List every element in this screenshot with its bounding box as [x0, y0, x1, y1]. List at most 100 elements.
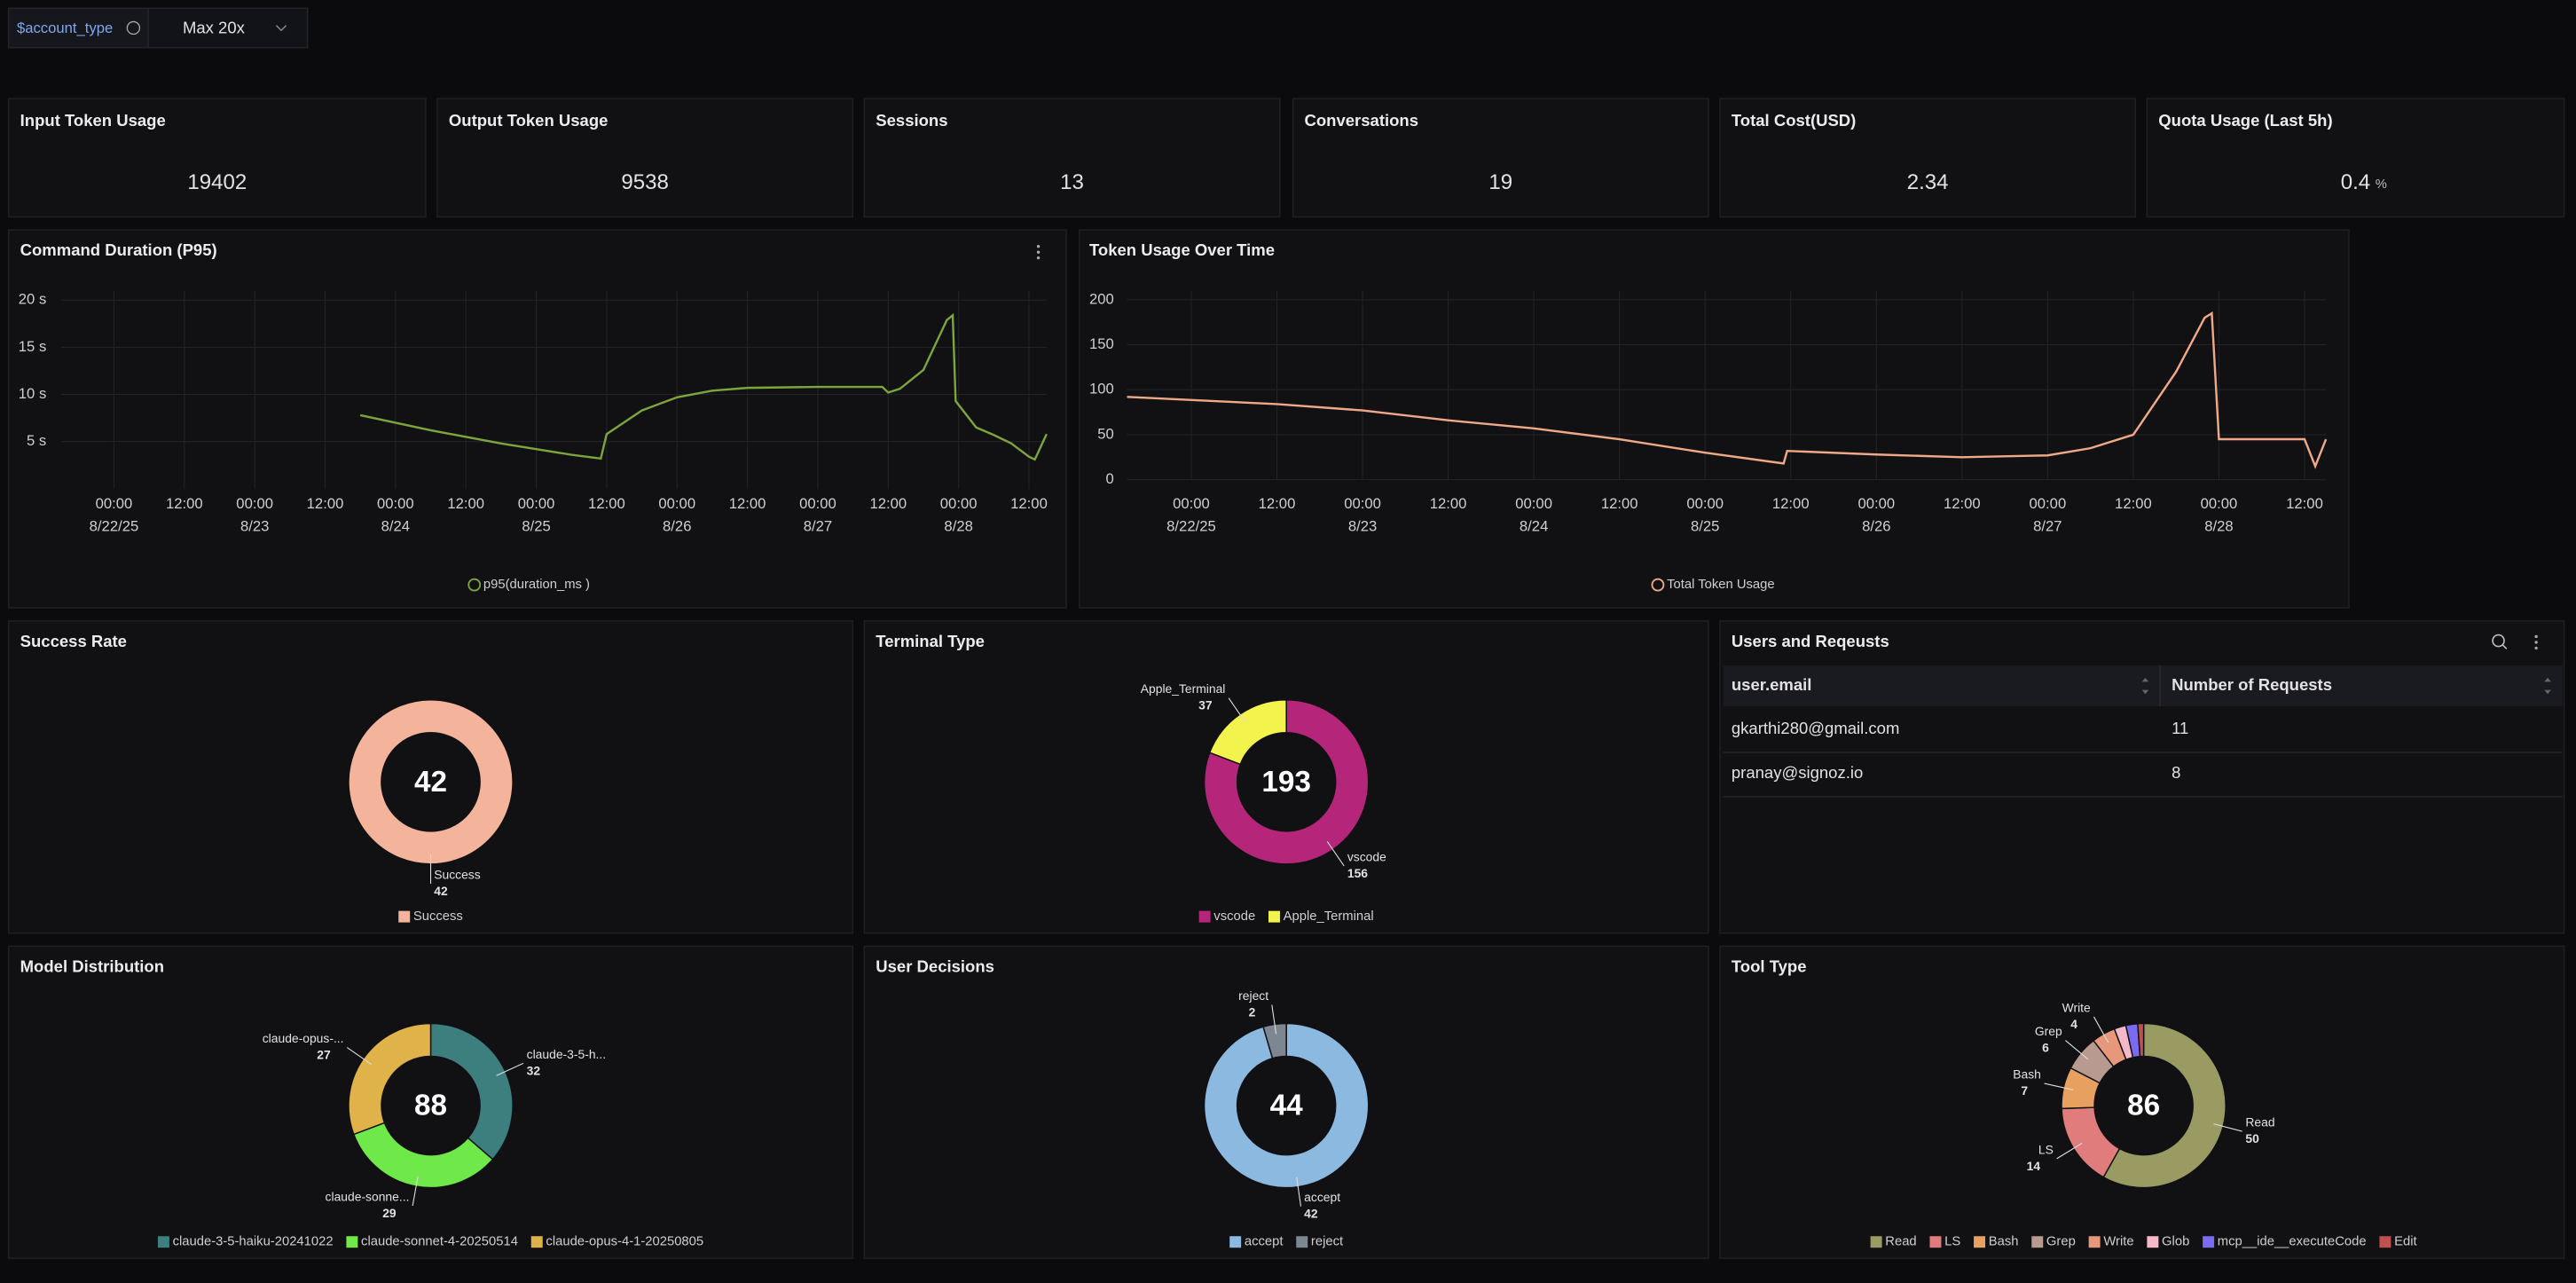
slice-label: accept: [1304, 1190, 1340, 1204]
slice-label: reject: [1238, 988, 1268, 1003]
slice-value: 6: [2042, 1041, 2049, 1055]
slice-label: vscode: [1347, 849, 1386, 863]
legend-label: Glob: [2162, 1235, 2189, 1249]
legend: Read LS Bash Grep Write Glob mcp__ide__execute…: [1870, 1235, 2417, 1249]
legend: vscode Apple_Terminal: [1198, 909, 1374, 924]
legend-label: claude-sonnet-4-20250514: [361, 1235, 518, 1249]
panel: [7, 229, 1067, 609]
stat-value: 19: [1488, 170, 1512, 194]
label-leader: [2044, 1082, 2074, 1090]
legend-marker[interactable]: [1651, 578, 1665, 592]
stat-value: 0.4: [2341, 170, 2370, 194]
pie-slice[interactable]: [2137, 1022, 2145, 1058]
pie-slice[interactable]: [352, 1122, 494, 1189]
slice-value: 42: [1304, 1207, 1318, 1221]
legend-marker[interactable]: [157, 1236, 169, 1248]
y-tick-label: 0: [1105, 470, 1113, 487]
table-cell: 11: [2172, 719, 2188, 737]
legend-marker[interactable]: [1268, 910, 1280, 923]
y-tick-label: 200: [1089, 290, 1114, 307]
legend-label: Success: [413, 909, 463, 924]
pie-slice[interactable]: [1203, 698, 1370, 865]
legend-marker[interactable]: [346, 1236, 358, 1248]
x-tick-label: 00:00: [2030, 495, 2067, 512]
pie-slice[interactable]: [348, 1022, 432, 1136]
legend-marker[interactable]: [2147, 1236, 2159, 1248]
label-leader: [1271, 1004, 1277, 1035]
legend: accept reject: [1229, 1235, 1343, 1249]
legend-marker[interactable]: [2203, 1236, 2215, 1248]
y-tick-label: 20 s: [19, 291, 46, 308]
chevron: [275, 25, 287, 32]
panel: [1719, 98, 2137, 218]
variable-label: $account_type: [17, 20, 113, 36]
legend-marker[interactable]: [1870, 1236, 1882, 1248]
legend-label: reject: [1311, 1235, 1343, 1249]
slice-label: Write: [2062, 1000, 2091, 1014]
panel: [7, 98, 427, 218]
slice-value: 2: [1249, 1004, 1256, 1019]
stat-value: 2.34: [1907, 170, 1949, 194]
legend-label: LS: [1944, 1235, 1960, 1249]
label-leader: [412, 1177, 419, 1207]
panel-title: Sessions: [876, 111, 947, 130]
x-tick-label: 8/27: [804, 518, 832, 535]
x-tick-label: 8/23: [240, 518, 269, 535]
x-tick-label: 12:00: [166, 495, 203, 512]
column-header[interactable]: user.email: [1732, 675, 1812, 694]
table-cell: 8: [2172, 763, 2180, 782]
slice-value: 42: [434, 884, 448, 898]
legend-label: claude-3-5-haiku-20241022: [173, 1235, 334, 1249]
x-tick-label: 00:00: [96, 495, 133, 512]
column-header[interactable]: Number of Requests: [2172, 675, 2332, 694]
variable-select[interactable]: [147, 7, 309, 49]
legend-marker[interactable]: [1296, 1236, 1308, 1248]
stat-value: 19402: [187, 170, 247, 194]
x-tick-label: 12:00: [447, 495, 484, 512]
legend-marker[interactable]: [2379, 1236, 2391, 1248]
label-leader: [2065, 1040, 2089, 1060]
legend-marker[interactable]: [2031, 1236, 2044, 1248]
legend-label: Read: [1885, 1235, 1916, 1249]
x-tick-label: 12:00: [1944, 495, 1981, 512]
legend-marker[interactable]: [1974, 1236, 1986, 1248]
panel: [863, 98, 1281, 218]
sort-icon[interactable]: [2544, 677, 2551, 695]
panel-title: Total Cost(USD): [1732, 111, 1856, 130]
legend-marker[interactable]: [467, 578, 482, 592]
info-icon[interactable]: [126, 20, 141, 35]
pie-slice[interactable]: [1262, 1022, 1287, 1059]
pie-slice[interactable]: [1203, 1022, 1370, 1189]
legend-marker[interactable]: [530, 1236, 543, 1248]
legend-marker[interactable]: [1229, 1236, 1242, 1248]
menu-icon[interactable]: [1036, 245, 1041, 260]
legend-marker[interactable]: [1198, 910, 1211, 923]
x-tick-label: 12:00: [588, 495, 625, 512]
x-tick-label: 12:00: [2115, 495, 2152, 512]
pie-slice[interactable]: [1208, 698, 1287, 766]
slice-label: Grep: [2035, 1024, 2062, 1038]
legend-marker[interactable]: [2088, 1236, 2101, 1248]
y-tick-label: 5 s: [27, 432, 46, 449]
legend-label: vscode: [1213, 909, 1255, 924]
pie-slice[interactable]: [2102, 1022, 2227, 1189]
pie-slice[interactable]: [429, 1022, 514, 1161]
legend-marker[interactable]: [1929, 1236, 1942, 1248]
search-icon[interactable]: [2492, 634, 2505, 648]
y-tick-label: 50: [1097, 425, 1114, 442]
stat-value: 13: [1060, 170, 1084, 194]
legend-label: Write: [2103, 1235, 2133, 1249]
sort-icon[interactable]: [2141, 677, 2149, 695]
slice-label: Apple_Terminal: [1141, 681, 1226, 696]
legend-marker[interactable]: [398, 910, 411, 923]
menu-icon[interactable]: [2534, 634, 2538, 650]
table-cell: gkarthi280@gmail.com: [1732, 719, 1899, 737]
panel-title: Success Rate: [20, 632, 127, 650]
x-tick-label: 8/26: [1862, 518, 1890, 535]
legend-label: mcp__ide__executeCode: [2218, 1235, 2367, 1249]
legend: Success: [398, 909, 463, 924]
x-tick-label: 12:00: [1010, 495, 1048, 512]
y-tick-label: 150: [1089, 335, 1114, 352]
legend: Total Token Usage: [1651, 578, 1775, 592]
